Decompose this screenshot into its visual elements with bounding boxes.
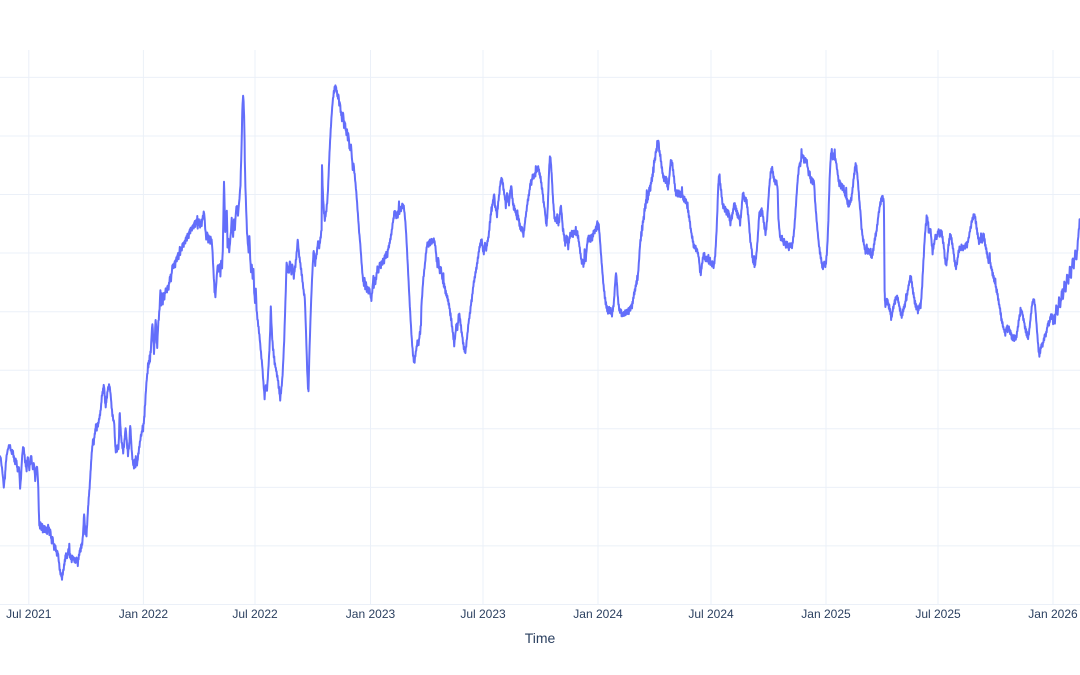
svg-text:Jul 2021: Jul 2021 [6,607,52,621]
svg-text:Jan 2022: Jan 2022 [119,607,169,621]
svg-text:Jul 2023: Jul 2023 [460,607,506,621]
svg-text:Jul 2025: Jul 2025 [915,607,961,621]
svg-text:Time: Time [525,630,556,646]
svg-text:Jan 2023: Jan 2023 [346,607,396,621]
svg-text:Jan 2026: Jan 2026 [1028,607,1078,621]
svg-text:Jan 2024: Jan 2024 [573,607,623,621]
svg-text:Jan 2025: Jan 2025 [801,607,851,621]
svg-text:Jul 2022: Jul 2022 [232,607,278,621]
svg-text:Jul 2024: Jul 2024 [688,607,734,621]
